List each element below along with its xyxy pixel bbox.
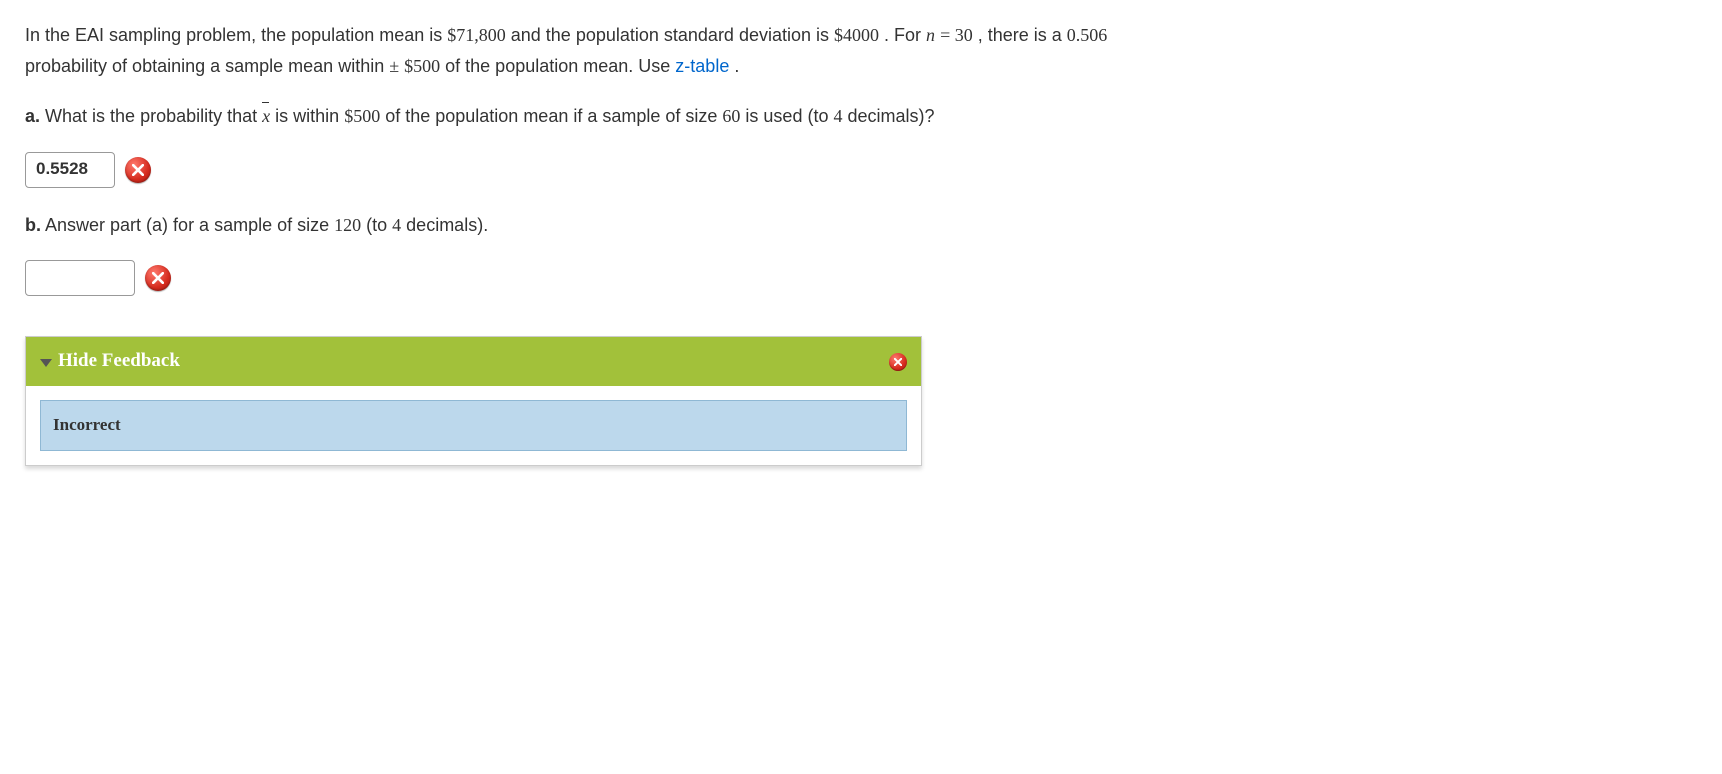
text: . For <box>884 25 926 45</box>
part-a-answer-row: 0.5528 <box>25 152 1697 188</box>
text: is within <box>275 106 344 126</box>
part-b-answer-row <box>25 260 1697 296</box>
text: of the population mean. Use <box>445 56 675 76</box>
text: decimals). <box>406 215 488 235</box>
text: and the population standard deviation is <box>511 25 834 45</box>
n-variable: n <box>926 25 935 45</box>
feedback-body: Incorrect <box>26 386 921 465</box>
text: decimals)? <box>847 106 934 126</box>
text: (to <box>366 215 392 235</box>
incorrect-icon <box>125 157 151 183</box>
text: is used (to <box>745 106 833 126</box>
part-b-label: b. <box>25 215 41 235</box>
sample-size-b: 120 <box>334 215 361 235</box>
n-value: 30 <box>955 25 973 45</box>
part-a-question: a. What is the probability that x is wit… <box>25 101 1697 132</box>
plus-minus: ± <box>389 56 399 76</box>
text: . <box>734 56 739 76</box>
problem-statement: In the EAI sampling problem, the populat… <box>25 20 1697 81</box>
collapse-icon <box>40 359 52 367</box>
incorrect-icon <box>145 265 171 291</box>
text: Answer part (a) for a sample of size <box>45 215 334 235</box>
part-b-answer-input[interactable] <box>25 260 135 296</box>
close-icon[interactable] <box>889 353 907 371</box>
part-a-answer-input[interactable]: 0.5528 <box>25 152 115 188</box>
decimals-a: 4 <box>833 106 842 126</box>
part-b-question: b. Answer part (a) for a sample of size … <box>25 210 1697 241</box>
equals-sign: = <box>940 25 955 45</box>
given-probability: 0.506 <box>1067 25 1108 45</box>
x-bar-symbol: x <box>262 101 270 132</box>
z-table-link[interactable]: z-table <box>675 56 729 76</box>
feedback-header-text: Hide Feedback <box>58 345 180 377</box>
sample-size-a: 60 <box>722 106 740 126</box>
decimals-b: 4 <box>392 215 401 235</box>
text: In the EAI sampling problem, the populat… <box>25 25 447 45</box>
feedback-panel: Hide Feedback Incorrect <box>25 336 922 465</box>
population-sd: $4000 <box>834 25 879 45</box>
feedback-header[interactable]: Hide Feedback <box>26 337 921 385</box>
text: What is the probability that <box>45 106 262 126</box>
text: probability of obtaining a sample mean w… <box>25 56 389 76</box>
range-value: $500 <box>404 56 440 76</box>
text: , there is a <box>978 25 1067 45</box>
text: of the population mean if a sample of si… <box>385 106 722 126</box>
feedback-status: Incorrect <box>40 400 907 451</box>
range-a: $500 <box>344 106 380 126</box>
part-a-label: a. <box>25 106 40 126</box>
population-mean: $71,800 <box>447 25 506 45</box>
